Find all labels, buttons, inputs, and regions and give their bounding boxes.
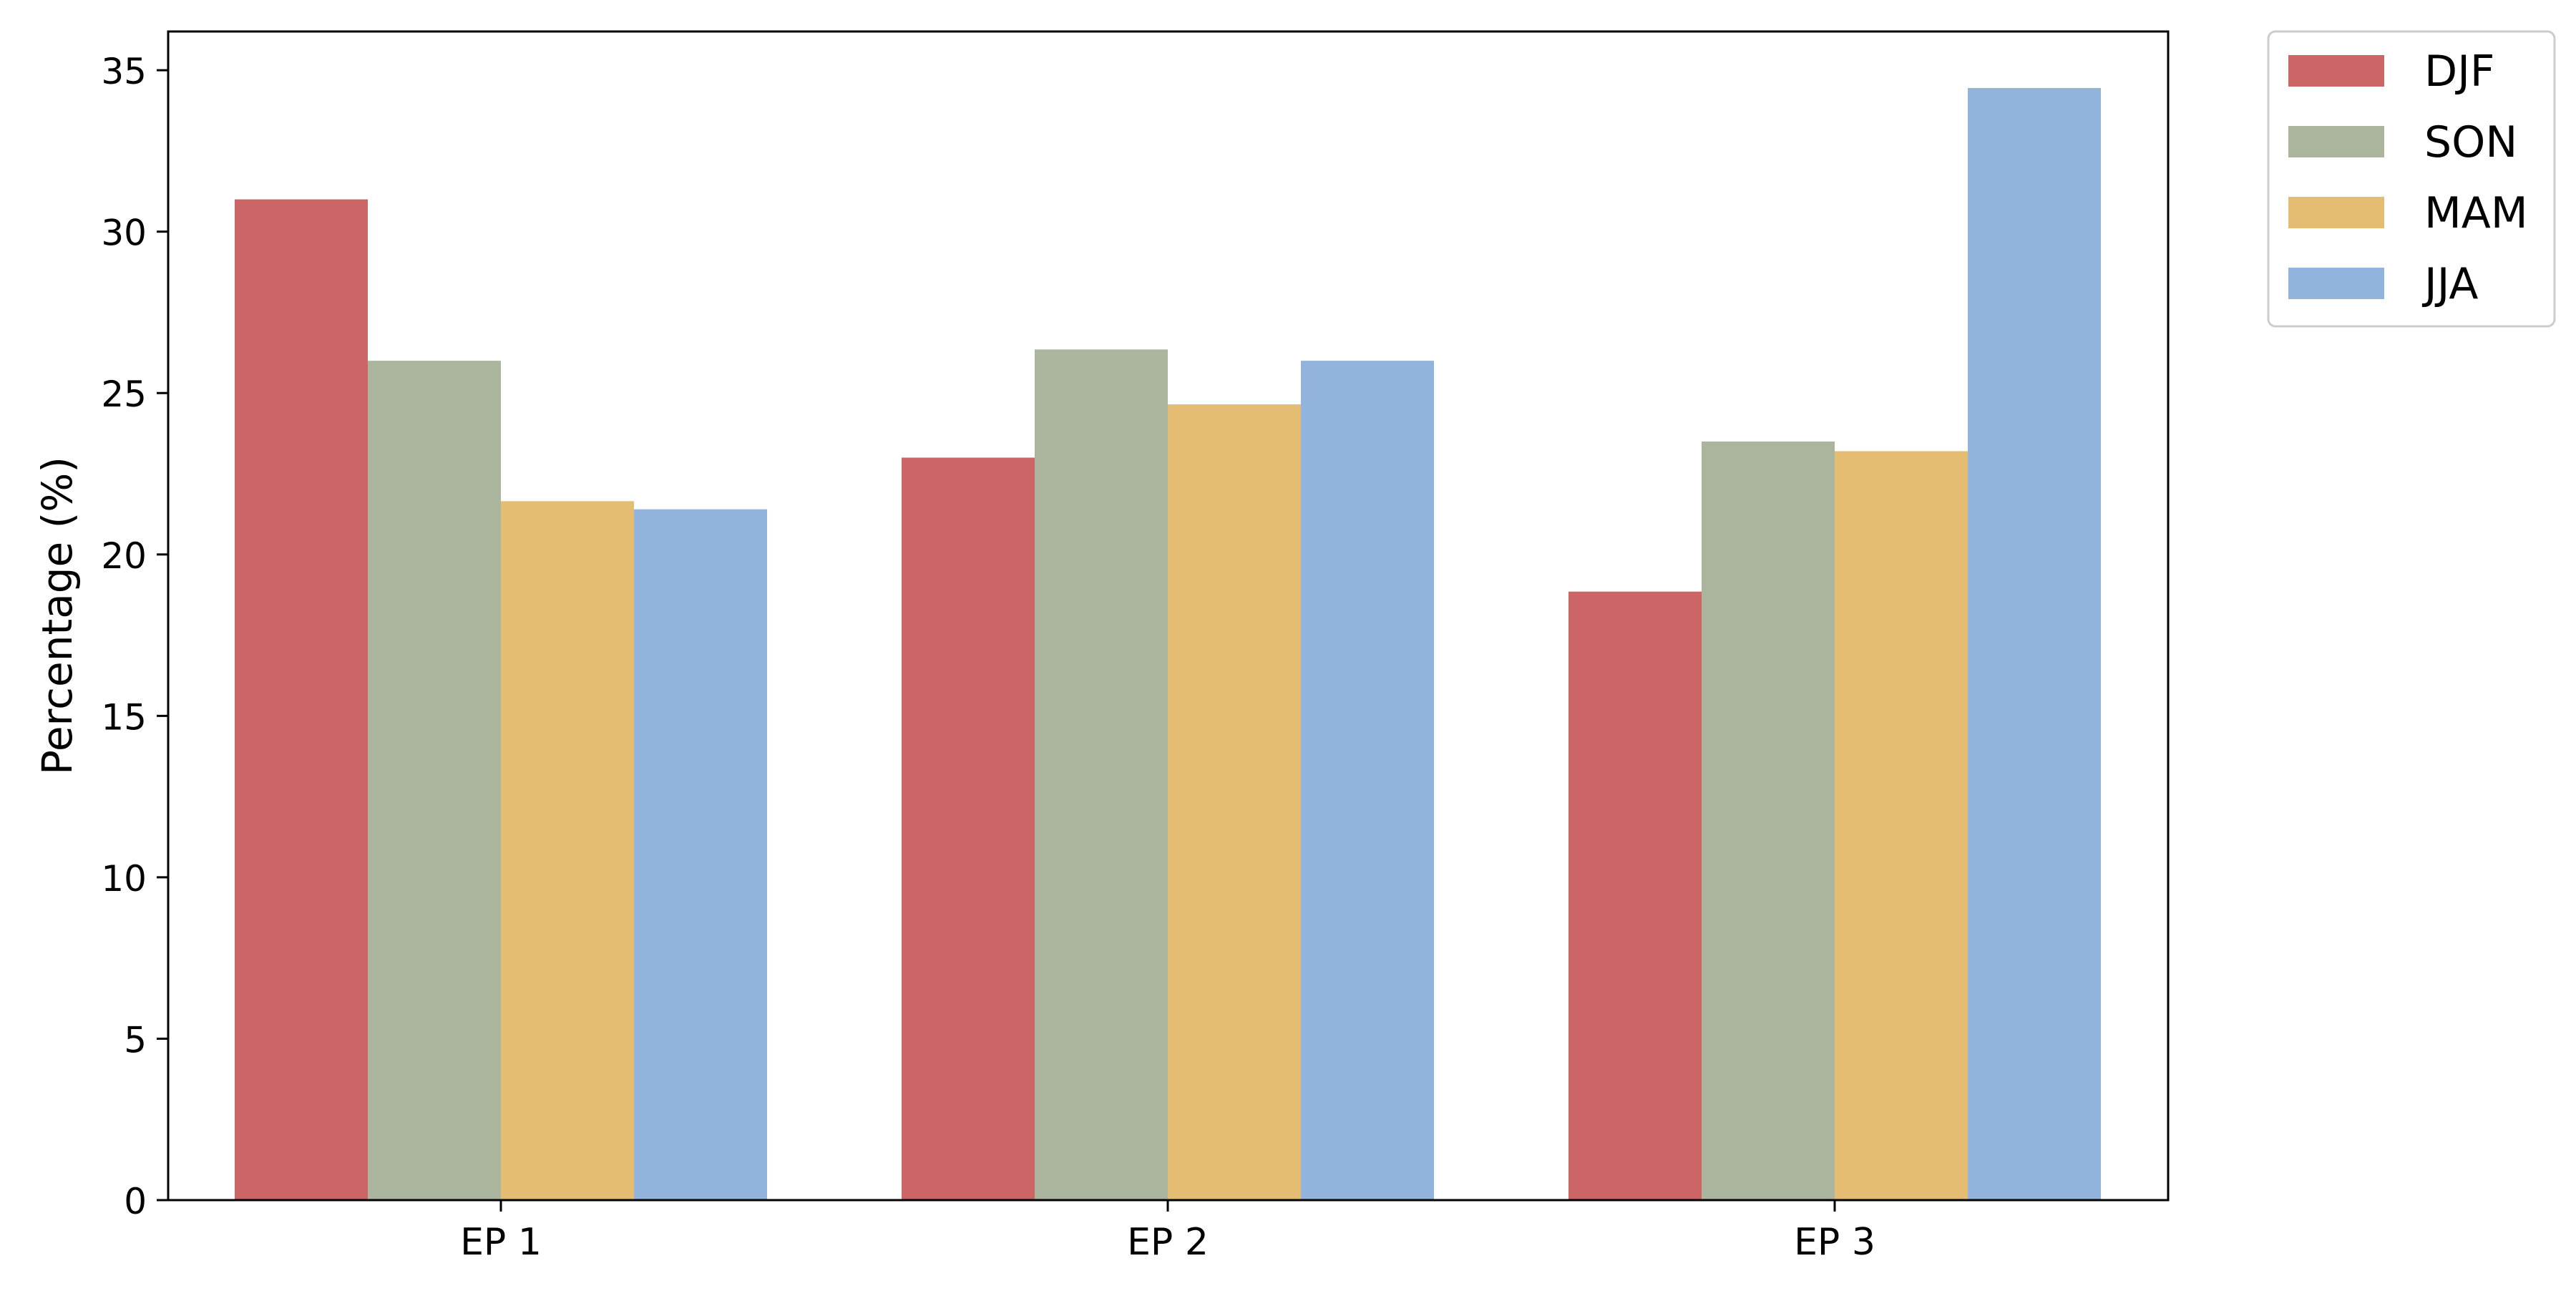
bar-djf-1 — [235, 199, 368, 1200]
bar-jja-1 — [634, 509, 767, 1200]
y-tick-label: 25 — [101, 374, 147, 415]
legend-label-jja: JJA — [2421, 259, 2478, 309]
bars-layer — [235, 87, 2101, 1201]
legend-label-son: SON — [2424, 117, 2517, 167]
legend-label-mam: MAM — [2424, 188, 2528, 238]
bar-mam-3 — [1835, 451, 1968, 1200]
bar-djf-3 — [1568, 591, 1702, 1200]
legend-swatch-djf — [2288, 55, 2384, 87]
y-tick-label: 35 — [101, 51, 147, 92]
y-tick-label: 20 — [101, 535, 147, 577]
y-tick-label: 5 — [124, 1019, 147, 1061]
x-tick-label: EP 3 — [1794, 1221, 1875, 1264]
legend-box — [2267, 30, 2556, 328]
legend-swatch-son — [2288, 126, 2384, 157]
y-tick-label: 10 — [101, 858, 147, 900]
bar-djf-2 — [902, 457, 1035, 1201]
x-axis: EP 1 EP 2 EP 3 — [460, 1200, 1875, 1264]
bar-son-3 — [1702, 441, 1835, 1200]
y-axis-label: Percentage (%) — [33, 457, 82, 775]
y-tick-label: 15 — [101, 696, 147, 738]
legend-swatch-mam — [2288, 197, 2384, 228]
legend-label-djf: DJF — [2424, 47, 2494, 97]
x-tick-label: EP 2 — [1127, 1221, 1209, 1264]
bar-jja-3 — [1968, 87, 2101, 1201]
y-tick-label: 30 — [101, 213, 147, 254]
legend-swatch-jja — [2288, 268, 2384, 299]
y-tick-label: 0 — [124, 1181, 147, 1222]
bar-mam-2 — [1168, 404, 1301, 1200]
x-tick-label: EP 1 — [460, 1221, 542, 1264]
bar-jja-2 — [1301, 361, 1434, 1200]
bar-son-1 — [368, 361, 501, 1200]
y-axis: 0 5 10 15 20 25 30 35 — [101, 51, 168, 1222]
bar-son-2 — [1035, 349, 1168, 1201]
legend: DJF SON MAM JJA — [2267, 30, 2556, 328]
bar-mam-1 — [501, 501, 634, 1200]
plot-frame — [167, 30, 2170, 1202]
